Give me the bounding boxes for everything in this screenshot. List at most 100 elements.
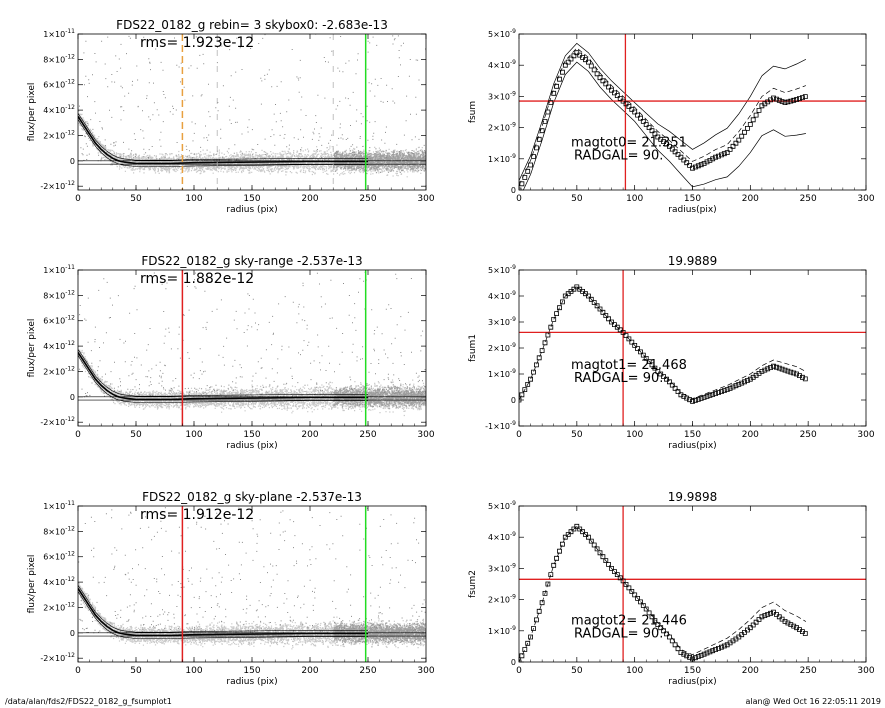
magtot-label: magtot1= 21.468 [571,358,687,373]
y-tick-label: 6×10-12 [43,315,75,326]
x-tick-label: 250 [359,430,376,440]
x-tick-label: 150 [684,666,701,676]
curve-squares [519,284,808,404]
scatter-outliers [78,270,426,398]
y-tick-label: -2×10-12 [40,416,75,427]
x-tick-label: 300 [417,430,434,440]
y-tick-label: 3×10-9 [488,316,516,327]
y-tick-label: 4×10-12 [43,576,75,587]
x-axis-label: radius (pix) [226,205,277,215]
plot-area [519,506,866,662]
panel-title: 19.9898 [668,490,718,504]
x-tick-label: 100 [626,666,643,676]
x-axis-label: radius (pix) [226,677,277,687]
rms-annotation: rms= 1.882e-12 [140,271,254,287]
curve-squares [519,523,808,662]
y-tick-label: 5×10-9 [488,500,516,511]
profile-line [78,351,368,401]
x-tick-label: 100 [185,430,202,440]
y-tick-label: 6×10-12 [43,551,75,562]
scatter-outliers [78,507,426,634]
panel-title: FDS22_0182_g rebin= 3 skybox0: -2.683e-1… [116,18,388,32]
y-tick-label: 0 [511,396,516,405]
x-tick-label: 0 [75,430,81,440]
rms-annotation: rms= 1.912e-12 [140,507,254,523]
y-axis-label: fsum [468,101,478,123]
y-tick-label: -2×10-12 [40,180,75,191]
x-tick-label: 250 [800,430,817,440]
x-tick-label: 100 [185,194,202,204]
x-tick-label: 50 [130,430,142,440]
x-tick-label: 0 [75,194,81,204]
envelope-line [519,42,807,181]
panel-3: rms= 1.882e-12 0 50 100 150 200 250 300 1×10-11 8… [27,254,435,451]
x-tick-label: 0 [516,194,522,204]
scatter-band [78,349,426,417]
y-tick-label: 1×10-11 [43,500,75,511]
y-tick-label: 8×10-12 [43,525,75,536]
profile-upper [78,113,368,161]
x-tick-label: 250 [359,666,376,676]
x-tick-label: 50 [130,194,142,204]
x-tick-label: 200 [301,194,318,204]
y-tick-label: 4×10-12 [43,104,75,115]
y-tick-label: 5×10-9 [488,264,516,275]
envelope-line [522,61,806,190]
profile-lower [78,119,368,167]
y-tick-label: 2×10-9 [488,122,516,133]
y-tick-label: 1×10-9 [488,153,516,164]
panel-5: rms= 1.912e-12 0 50 100 150 200 250 300 1×10-11 8… [27,490,435,687]
plot-area [519,270,866,426]
profile-lower [78,355,368,403]
x-tick-label: 250 [359,194,376,204]
panel-title: FDS22_0182_g sky-range -2.537e-13 [141,254,362,268]
plot-area [78,34,426,190]
x-tick-label: 100 [185,666,202,676]
y-tick-label: 2×10-9 [488,594,516,605]
x-tick-label: 250 [800,194,817,204]
y-tick-label: 0 [511,186,516,195]
profile-upper [78,585,368,633]
x-tick-label: 100 [626,194,643,204]
y-tick-label: 4×10-9 [488,59,516,70]
x-tick-label: 0 [516,666,522,676]
y-tick-label: 8×10-12 [43,53,75,64]
x-tick-label: 300 [417,194,434,204]
x-tick-label: 150 [243,666,260,676]
x-tick-label: 150 [684,430,701,440]
y-tick-label: 0 [70,157,75,166]
x-tick-label: 200 [742,194,759,204]
panel-title: 19.9889 [668,254,718,268]
x-tick-label: 300 [857,194,874,204]
y-axis-label: flux/per pixel [27,83,37,142]
profile-lower [78,591,368,639]
x-tick-label: 50 [571,194,583,204]
y-axis-label: fsum2 [468,570,478,598]
y-tick-label: 6×10-12 [43,79,75,90]
x-tick-label: 250 [800,666,817,676]
footer-stamp: alan@ Wed Oct 16 22:05:11 2019 [745,697,881,706]
radgal-label: RADGAL= 90. [574,627,663,642]
curve-squares [519,50,808,190]
y-tick-label: 3×10-9 [488,90,516,101]
panel-1: rms= 1.923e-12 0 50 100 150 200 250 300 1×10-11 8… [27,18,435,215]
radgal-label: RADGAL= 90. [574,148,663,163]
plot-area [519,34,866,190]
plot-area [78,270,426,426]
profile-line [78,587,368,637]
y-tick-label: 2×10-12 [43,129,75,140]
x-tick-label: 0 [516,430,522,440]
y-tick-label: -2×10-12 [40,652,75,663]
y-tick-label: 0 [70,393,75,402]
y-tick-label: 8×10-12 [43,289,75,300]
x-tick-label: 100 [626,430,643,440]
plot-area [78,506,426,662]
x-tick-label: 0 [75,666,81,676]
y-tick-label: 0 [511,658,516,667]
x-axis-label: radius(pix) [668,205,716,215]
magtot-label: magtot2= 21.446 [571,614,687,629]
y-tick-label: 1×10-11 [43,28,75,39]
y-axis-label: flux/per pixel [27,555,37,614]
